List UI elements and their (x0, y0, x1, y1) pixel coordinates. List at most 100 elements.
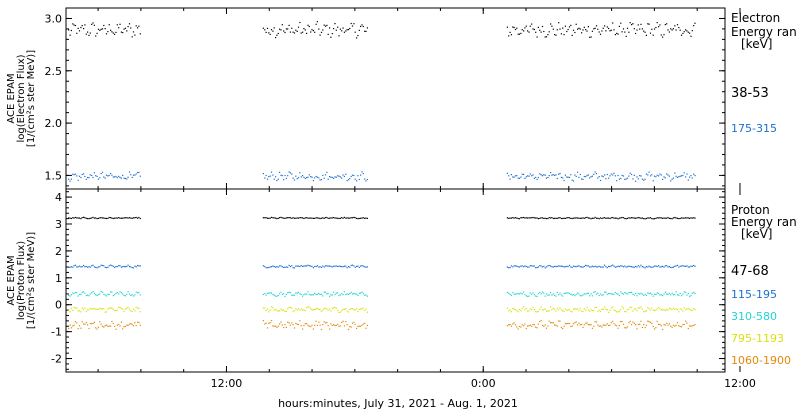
data-point-115-195 (666, 265, 668, 267)
data-point-47-68 (559, 217, 561, 219)
data-point-310-580 (572, 294, 575, 296)
data-point-115-195 (595, 266, 598, 268)
data-point-795-1193 (520, 310, 522, 312)
data-point-310-580 (643, 294, 645, 296)
data-point-115-195 (514, 265, 517, 267)
data-point-175-315 (93, 172, 95, 174)
data-point-1060-1900 (268, 322, 270, 324)
data-point-47-68 (675, 217, 677, 219)
data-point-175-315 (289, 172, 291, 174)
data-point-310-580 (275, 295, 277, 297)
data-point-310-580 (556, 291, 558, 293)
data-point-38-53 (625, 35, 627, 37)
data-point-1060-1900 (631, 324, 633, 326)
data-point-47-68 (533, 217, 535, 219)
data-point-38-53 (575, 23, 577, 25)
data-point-310-580 (585, 293, 587, 295)
data-point-47-68 (664, 217, 666, 219)
data-point-47-68 (639, 217, 641, 219)
data-point-1060-1900 (577, 324, 579, 326)
data-point-38-53 (536, 36, 538, 38)
data-point-795-1193 (135, 306, 137, 308)
data-point-795-1193 (514, 309, 517, 311)
data-point-47-68 (316, 217, 318, 219)
data-point-310-580 (131, 294, 133, 296)
data-point-310-580 (620, 291, 622, 293)
data-point-1060-1900 (593, 325, 595, 327)
data-point-47-68 (124, 217, 126, 219)
data-point-38-53 (351, 25, 354, 27)
data-point-38-53 (631, 24, 633, 26)
data-point-47-68 (73, 217, 75, 219)
data-point-38-53 (280, 29, 282, 31)
data-point-115-195 (81, 266, 83, 268)
data-point-310-580 (602, 294, 604, 296)
data-point-1060-1900 (671, 326, 673, 328)
data-point-1060-1900 (120, 321, 122, 323)
data-point-38-53 (566, 30, 568, 33)
data-point-47-68 (683, 217, 685, 219)
data-point-310-580 (575, 293, 577, 295)
data-point-795-1193 (356, 308, 358, 310)
data-point-310-580 (357, 294, 359, 296)
data-point-175-315 (103, 176, 105, 178)
data-point-1060-1900 (333, 324, 335, 326)
data-point-310-580 (523, 291, 525, 293)
data-point-1060-1900 (608, 324, 610, 327)
data-point-175-315 (329, 176, 331, 178)
data-point-795-1193 (319, 309, 321, 311)
data-point-115-195 (100, 264, 102, 266)
data-point-47-68 (335, 217, 337, 219)
data-point-47-68 (591, 217, 593, 219)
data-point-175-315 (319, 179, 321, 181)
data-point-795-1193 (306, 307, 308, 309)
data-point-795-1193 (273, 309, 275, 311)
data-point-38-53 (602, 27, 604, 29)
data-point-38-53 (112, 32, 114, 34)
data-point-175-315 (314, 177, 316, 179)
data-point-38-53 (269, 33, 271, 35)
data-point-38-53 (639, 28, 641, 30)
data-point-310-580 (312, 294, 314, 296)
data-point-115-195 (643, 266, 645, 268)
data-point-795-1193 (662, 309, 664, 311)
data-point-47-68 (659, 217, 661, 219)
data-point-115-195 (130, 266, 132, 268)
data-point-175-315 (539, 173, 541, 175)
data-point-38-53 (291, 27, 293, 29)
data-point-47-68 (624, 217, 626, 220)
data-point-47-68 (587, 217, 589, 219)
legend-title: Energy ran (731, 25, 797, 39)
data-point-795-1193 (685, 309, 687, 311)
data-point-47-68 (578, 217, 580, 219)
data-point-310-580 (303, 294, 305, 296)
data-point-795-1193 (73, 306, 75, 309)
data-point-795-1193 (645, 310, 647, 312)
data-point-175-315 (648, 171, 650, 173)
data-point-47-68 (509, 217, 511, 219)
data-point-115-195 (577, 265, 579, 267)
data-point-1060-1900 (694, 323, 696, 326)
data-point-795-1193 (128, 308, 131, 310)
data-point-1060-1900 (512, 323, 514, 325)
data-point-175-315 (668, 175, 670, 177)
data-point-115-195 (679, 265, 681, 267)
data-point-175-315 (356, 180, 358, 182)
data-point-1060-1900 (639, 323, 641, 325)
data-point-175-315 (97, 178, 99, 180)
data-point-38-53 (620, 22, 622, 24)
data-point-38-53 (545, 36, 548, 38)
data-point-47-68 (68, 217, 70, 219)
data-point-1060-1900 (266, 327, 269, 329)
data-point-175-315 (333, 177, 335, 179)
data-point-38-53 (124, 27, 126, 29)
data-point-47-68 (691, 217, 693, 219)
data-point-795-1193 (308, 306, 310, 308)
data-point-1060-1900 (111, 320, 113, 323)
data-point-310-580 (517, 292, 519, 294)
data-point-310-580 (139, 294, 141, 296)
data-point-795-1193 (558, 309, 560, 311)
data-point-47-68 (513, 217, 515, 219)
data-point-115-195 (99, 266, 101, 268)
data-point-38-53 (554, 34, 556, 36)
